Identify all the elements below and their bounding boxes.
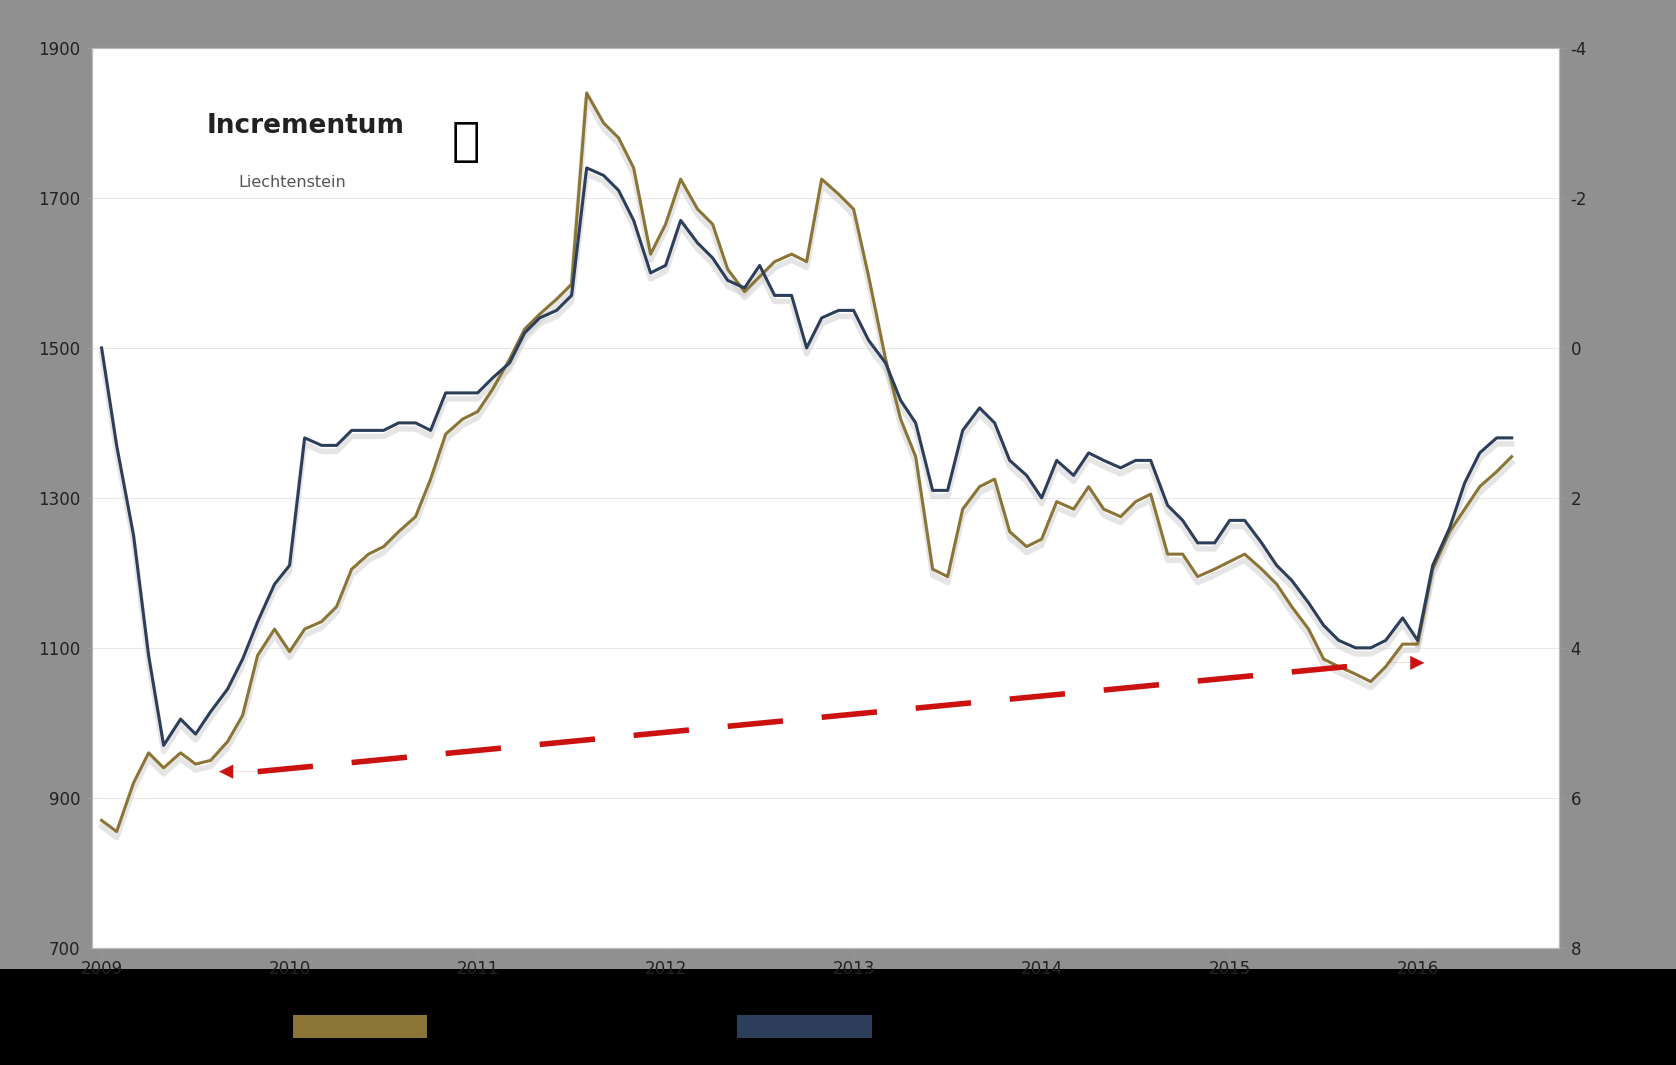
Text: Liechtenstein: Liechtenstein: [238, 176, 347, 191]
Text: 🌳: 🌳: [451, 120, 479, 165]
Text: Incrementum: Incrementum: [206, 113, 404, 140]
